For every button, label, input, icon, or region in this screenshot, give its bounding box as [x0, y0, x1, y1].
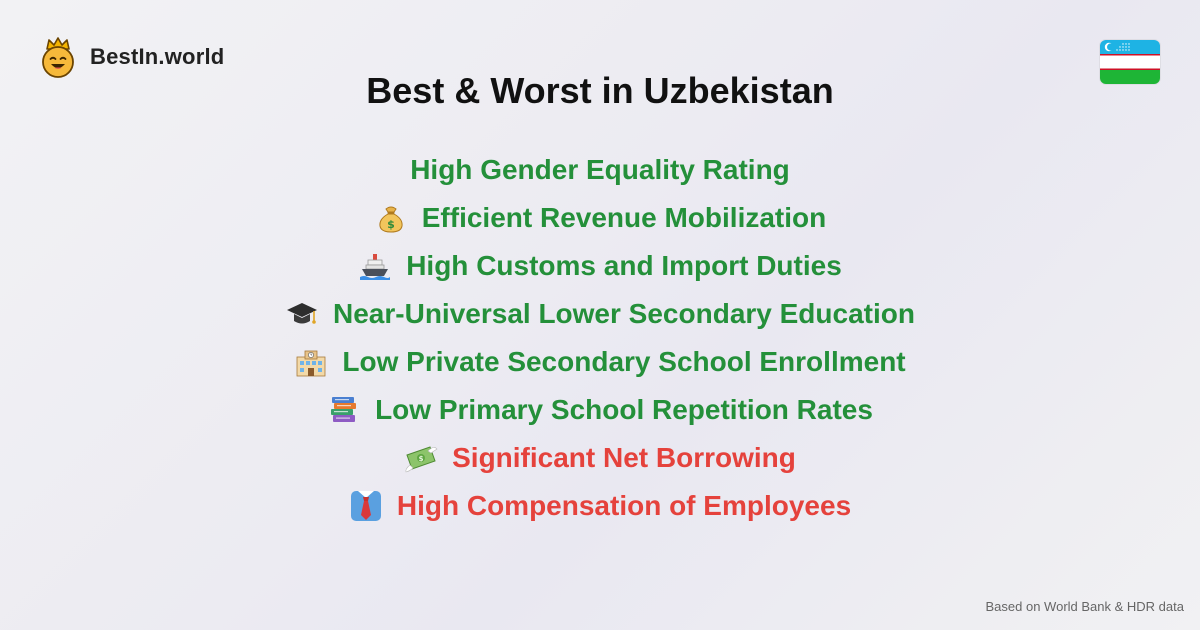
list-item-label: High Gender Equality Rating — [410, 154, 790, 185]
crowned-smiley-icon — [42, 37, 74, 78]
list-item: High Compensation of Employees — [0, 482, 1200, 530]
list-item: Near-Universal Lower Secondary Education — [0, 290, 1200, 338]
page-title: Best & Worst in Uzbekistan — [366, 70, 834, 111]
list-item: Low Private Secondary School Enrollment — [0, 338, 1200, 386]
list-item: Low Primary School Repetition Rates — [0, 386, 1200, 434]
list-item-label: High Compensation of Employees — [396, 490, 852, 521]
necktie-icon — [349, 489, 383, 523]
svg-text:$: $ — [419, 455, 424, 463]
list-item-label: Significant Net Borrowing — [452, 442, 796, 473]
money-bag-icon: $ — [374, 201, 408, 235]
books-icon — [327, 393, 361, 427]
ship-icon — [358, 249, 392, 283]
school-icon — [294, 345, 328, 379]
list-item: High Customs and Import Duties — [0, 242, 1200, 290]
uzbekistan-flag-icon — [1100, 40, 1160, 84]
data-source-note: Based on World Bank & HDR data — [985, 599, 1184, 614]
list-item: $ Significant Net Borrowing — [0, 434, 1200, 482]
list-item-label: High Customs and Import Duties — [406, 250, 842, 281]
list-item-label: Efficient Revenue Mobilization — [421, 202, 827, 233]
list-item: $ Efficient Revenue Mobilization — [0, 194, 1200, 242]
list-item-label: Low Private Secondary School Enrollment — [342, 346, 906, 377]
brand-name: BestIn.world — [90, 44, 225, 69]
best-worst-list: High Gender Equality Rating $ Efficient … — [0, 146, 1200, 530]
svg-text:$: $ — [387, 218, 395, 231]
brand[interactable]: BestIn.world — [38, 36, 224, 78]
list-item: High Gender Equality Rating — [0, 146, 1200, 194]
list-item-label: Near-Universal Lower Secondary Education — [333, 298, 915, 329]
list-item-label: Low Primary School Repetition Rates — [375, 394, 873, 425]
money-with-wings-icon: $ — [404, 441, 438, 475]
graduation-cap-icon — [285, 297, 319, 331]
